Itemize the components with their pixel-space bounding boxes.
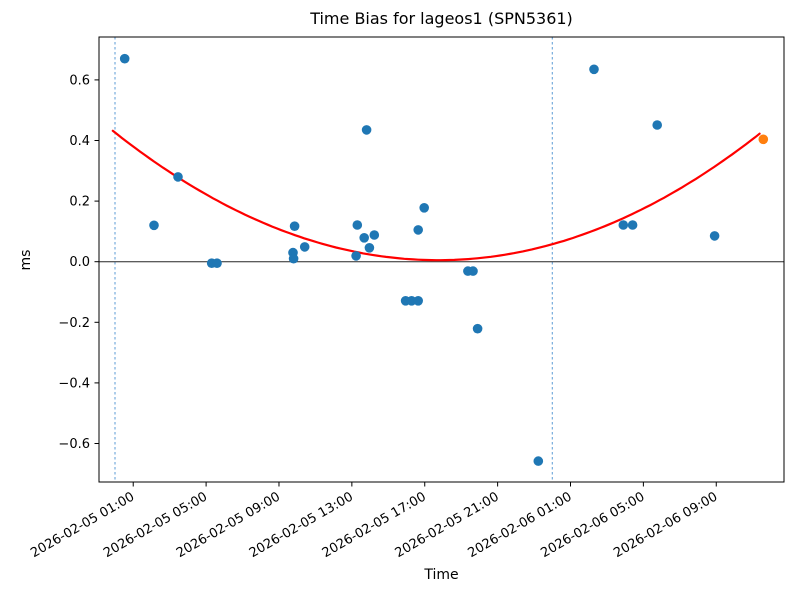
data-point <box>533 456 544 466</box>
fit-curve <box>111 129 761 262</box>
data-point <box>299 242 310 252</box>
data-point <box>149 220 159 231</box>
data-point <box>119 53 130 64</box>
data-point <box>359 233 370 243</box>
data-point <box>364 243 375 253</box>
data-point <box>406 296 417 306</box>
data-point <box>369 230 380 240</box>
data-point <box>468 266 478 276</box>
y-tick-label: −0.6 <box>58 437 90 452</box>
data-point <box>589 64 599 75</box>
data-point <box>351 251 361 261</box>
data-point <box>419 203 430 213</box>
data-point <box>361 125 372 135</box>
y-tick-label: −0.2 <box>58 316 90 331</box>
data-point <box>173 172 183 182</box>
y-tick-label: −0.4 <box>58 376 90 391</box>
data-point <box>413 225 424 235</box>
y-tick-label: 0.4 <box>69 134 90 149</box>
data-point <box>618 220 629 230</box>
data-point <box>288 253 299 264</box>
data-point <box>627 220 638 230</box>
x-axis-label: Time <box>424 567 459 583</box>
data-point <box>413 296 424 306</box>
y-tick-label: 0.6 <box>69 73 90 88</box>
y-tick-label: 0.2 <box>69 195 90 210</box>
latest-data-point <box>758 134 769 145</box>
data-point <box>652 120 662 130</box>
data-point <box>709 231 720 241</box>
data-point <box>352 220 363 230</box>
y-axis-label: ms <box>18 249 34 271</box>
data-point <box>289 221 300 231</box>
data-point <box>472 323 483 334</box>
y-tick-label: 0.0 <box>69 255 90 270</box>
data-point <box>212 258 222 269</box>
chart-title: Time Bias for lageos1 (SPN5361) <box>310 9 573 28</box>
plot-border <box>98 36 785 483</box>
